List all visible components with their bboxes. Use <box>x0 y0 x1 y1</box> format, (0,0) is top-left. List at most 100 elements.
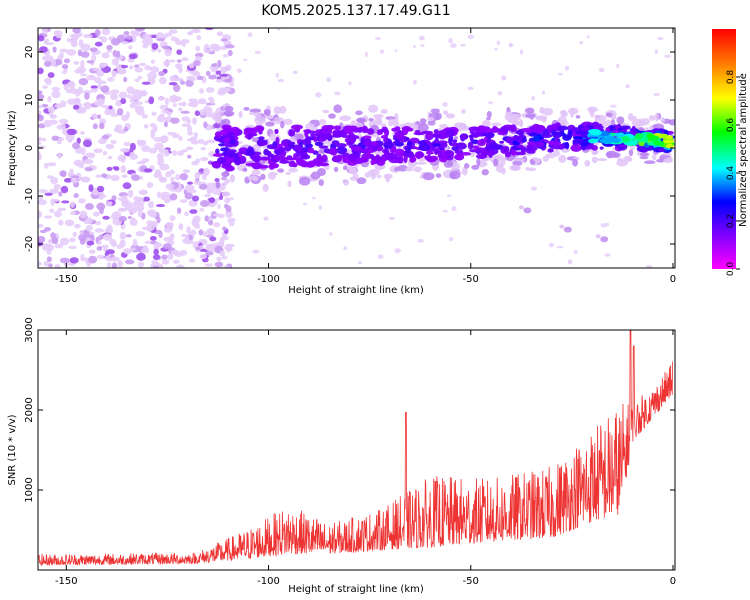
ridge-core-blob <box>527 141 538 145</box>
ridge-core-blob <box>320 133 332 137</box>
noise-blob <box>326 77 331 83</box>
ridge-halo-blob <box>243 107 250 111</box>
noise-blob <box>49 188 59 194</box>
ridge-core-blob <box>535 141 545 148</box>
noise-blob <box>146 182 154 189</box>
ridge-core-blob <box>383 143 395 147</box>
noise-blob <box>123 248 132 255</box>
ridge-halo-blob <box>249 108 262 113</box>
noise-blob <box>64 219 75 227</box>
noise-blob <box>221 87 232 93</box>
noise-blob <box>70 211 77 216</box>
ridge-core-blob <box>274 155 286 161</box>
noise-blob <box>80 73 87 77</box>
ridge-core-blob <box>366 128 375 135</box>
ridge-core-blob <box>407 145 412 151</box>
noise-blob <box>459 43 466 47</box>
noise-blob <box>157 96 165 101</box>
noise-blob <box>188 77 197 81</box>
noise-blob <box>85 217 93 225</box>
noise-blob <box>111 262 118 268</box>
noise-blob <box>159 113 165 117</box>
noise-blob <box>94 221 102 226</box>
noise-blob <box>143 168 153 173</box>
noise-blob <box>38 189 48 194</box>
ridge-halo-blob <box>445 113 456 119</box>
noise-blob <box>152 124 158 133</box>
noise-blob <box>94 228 105 233</box>
ridge-halo-blob <box>481 119 491 128</box>
noise-blob <box>54 243 64 249</box>
ridge-core-blob <box>505 136 514 144</box>
ridge-halo-blob <box>394 112 399 122</box>
noise-blob <box>122 201 130 206</box>
noise-blob <box>343 246 348 251</box>
ridge-halo-blob <box>427 120 436 126</box>
ridge-halo-blob <box>563 148 570 152</box>
noise-blob <box>184 192 194 200</box>
ridge-core-blob <box>222 137 232 143</box>
ridge-core-blob <box>246 147 255 156</box>
noise-blob <box>119 70 127 74</box>
ridge-core-blob <box>274 128 279 135</box>
noise-blob <box>204 169 210 175</box>
noise-blob <box>442 209 448 213</box>
noise-blob <box>129 103 137 109</box>
ridge-core-blob <box>343 125 353 134</box>
noise-blob <box>130 217 136 224</box>
ridge-core-blob <box>361 155 368 161</box>
noise-blob <box>38 105 44 109</box>
ridge-halo-blob <box>377 119 383 126</box>
ridge-core-blob <box>570 144 582 152</box>
noise-blob <box>598 67 605 73</box>
noise-blob <box>190 229 197 236</box>
noise-blob <box>277 28 281 31</box>
noise-blob <box>192 60 201 67</box>
noise-blob <box>189 258 195 263</box>
noise-blob <box>43 215 53 219</box>
ridge-core-blob <box>347 134 360 140</box>
noise-blob <box>149 79 156 84</box>
ridge-core-blob <box>216 157 227 164</box>
noise-blob <box>263 216 269 221</box>
ridge-core-blob <box>547 148 554 153</box>
noise-blob <box>38 141 42 145</box>
noise-blob <box>167 253 174 260</box>
ridge-core-blob <box>279 159 290 164</box>
noise-blob <box>83 139 93 148</box>
noise-blob <box>75 108 86 114</box>
noise-blob <box>107 77 115 82</box>
noise-blob <box>181 57 189 61</box>
ridge-halo-blob <box>461 166 468 176</box>
ridge-peak-blob <box>634 133 643 140</box>
noise-blob <box>187 31 193 36</box>
ridge-halo-blob <box>224 178 231 184</box>
noise-blob <box>213 122 221 129</box>
noise-blob <box>129 96 135 104</box>
noise-blob <box>412 45 417 48</box>
noise-blob <box>194 110 201 117</box>
ridge-halo-blob <box>553 149 560 157</box>
ridge-peak-blob <box>599 137 614 144</box>
noise-blob <box>61 123 66 130</box>
noise-blob <box>134 207 144 211</box>
ridge-halo-blob <box>559 110 567 115</box>
noise-blob <box>151 111 157 116</box>
noise-blob <box>96 254 105 260</box>
ridge-core-blob <box>313 136 318 143</box>
noise-blob <box>100 63 107 68</box>
noise-blob <box>117 260 123 268</box>
noise-blob <box>110 213 120 220</box>
noise-blob <box>101 244 109 249</box>
noise-blob <box>71 175 80 179</box>
noise-blob <box>63 178 73 183</box>
ridge-halo-blob <box>277 168 285 173</box>
noise-blob <box>137 261 145 268</box>
noise-blob <box>168 59 176 63</box>
ridge-core-blob <box>480 138 485 144</box>
noise-blob <box>69 237 76 243</box>
ridge-core-blob <box>212 153 224 157</box>
noise-blob <box>277 78 285 83</box>
noise-blob <box>417 238 425 243</box>
noise-blob <box>153 242 163 248</box>
